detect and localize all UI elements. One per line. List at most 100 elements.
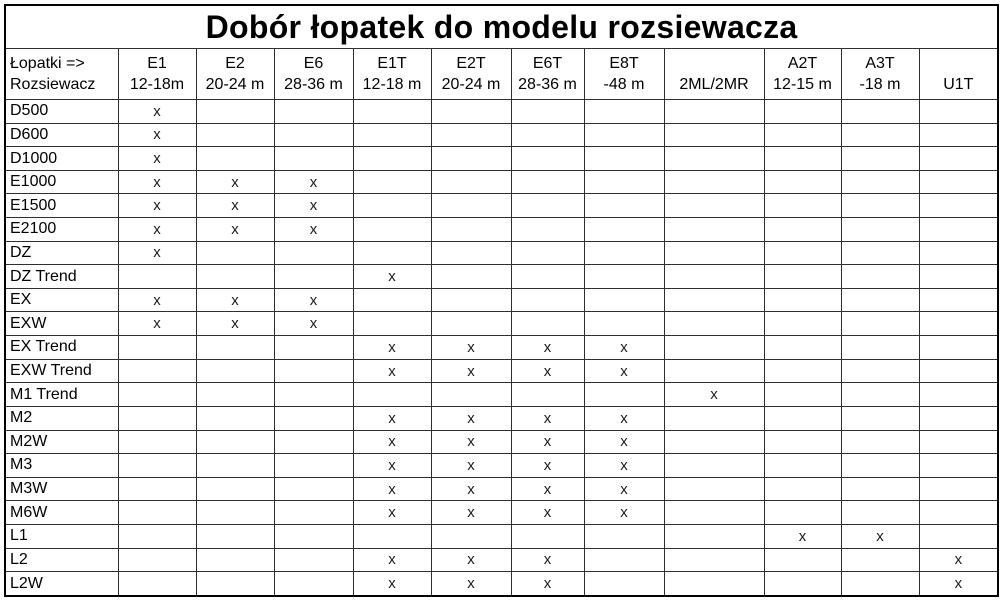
empty-cell	[918, 476, 999, 502]
empty-cell	[195, 476, 275, 502]
empty-cell	[663, 99, 765, 124]
empty-cell	[352, 287, 432, 313]
empty-cell	[918, 335, 999, 360]
column-header-line	[920, 53, 997, 74]
empty-cell	[663, 429, 765, 455]
mark-cell: x	[352, 335, 432, 360]
empty-cell	[583, 217, 665, 242]
table-row: EXW Trend x x x x	[4, 358, 999, 384]
empty-cell	[273, 264, 354, 289]
empty-cell	[430, 217, 512, 242]
column-header-line: A2T	[787, 55, 818, 72]
table-row: M2W x x x x	[4, 429, 999, 455]
mark-cell: x	[430, 358, 512, 384]
empty-cell	[918, 405, 999, 431]
empty-cell	[918, 382, 999, 407]
mark-cell: x	[117, 217, 197, 242]
empty-cell	[918, 122, 999, 148]
mark-cell: x	[918, 571, 999, 597]
empty-cell	[195, 405, 275, 431]
empty-cell	[918, 311, 999, 337]
row-label: M3W	[4, 476, 119, 502]
empty-cell	[273, 99, 354, 124]
empty-cell	[918, 500, 999, 525]
table-row: D500 x	[4, 99, 999, 124]
empty-cell	[430, 146, 512, 171]
empty-cell	[195, 264, 275, 289]
empty-cell	[273, 571, 354, 597]
empty-cell	[763, 146, 842, 171]
row-label: M6W	[4, 500, 119, 525]
empty-cell	[763, 382, 842, 407]
empty-cell	[663, 146, 765, 171]
empty-cell	[195, 240, 275, 266]
mark-cell: x	[352, 429, 432, 455]
empty-cell	[117, 358, 197, 384]
row-label: D600	[4, 122, 119, 148]
mark-cell: x	[583, 453, 665, 478]
empty-cell	[352, 193, 432, 219]
empty-cell	[583, 287, 665, 313]
empty-cell	[273, 382, 354, 407]
column-header-line: E1	[147, 55, 167, 72]
empty-cell	[510, 523, 585, 549]
empty-cell	[663, 358, 765, 384]
empty-cell	[430, 382, 512, 407]
mark-cell: x	[117, 287, 197, 313]
empty-cell	[840, 122, 920, 148]
mark-cell: x	[117, 169, 197, 195]
empty-cell	[763, 429, 842, 455]
mark-cell: x	[510, 358, 585, 384]
table-row: DZ Trend x	[4, 264, 999, 289]
empty-cell	[195, 358, 275, 384]
empty-cell	[430, 311, 512, 337]
empty-cell	[583, 122, 665, 148]
column-header-line: E8T	[609, 55, 639, 72]
row-label: EXW Trend	[4, 358, 119, 384]
empty-cell	[195, 571, 275, 597]
column-header-line: 12-18 m	[362, 76, 422, 93]
mark-cell: x	[273, 311, 354, 337]
empty-cell	[763, 311, 842, 337]
empty-cell	[273, 429, 354, 455]
mark-cell: x	[430, 500, 512, 525]
mark-cell: x	[352, 476, 432, 502]
empty-cell	[117, 547, 197, 573]
empty-cell	[273, 547, 354, 573]
empty-cell	[763, 264, 842, 289]
empty-cell	[352, 523, 432, 549]
table-row: M3W x x x x	[4, 476, 999, 502]
mark-cell: x	[117, 193, 197, 219]
mark-cell: x	[117, 311, 197, 337]
empty-cell	[195, 429, 275, 455]
empty-cell	[663, 311, 765, 337]
empty-cell	[763, 193, 842, 219]
corner-header-line2: Rozsiewacz	[10, 76, 96, 93]
empty-cell	[352, 382, 432, 407]
empty-cell	[663, 453, 765, 478]
empty-cell	[430, 264, 512, 289]
empty-cell	[510, 99, 585, 124]
empty-cell	[840, 547, 920, 573]
column-header-line: E6	[303, 55, 324, 72]
mark-cell: x	[430, 405, 512, 431]
mark-cell: x	[430, 571, 512, 597]
column-header-e6: E6 28-36 m	[273, 48, 354, 100]
mark-cell: x	[117, 122, 197, 148]
empty-cell	[583, 146, 665, 171]
column-header-e2t: E2T 20-24 m	[430, 48, 512, 100]
empty-cell	[510, 382, 585, 407]
empty-cell	[430, 122, 512, 148]
mark-cell: x	[117, 146, 197, 171]
empty-cell	[510, 287, 585, 313]
table-row: DZ x	[4, 240, 999, 266]
empty-cell	[273, 500, 354, 525]
empty-cell	[195, 335, 275, 360]
mark-cell: x	[352, 358, 432, 384]
empty-cell	[840, 453, 920, 478]
mark-cell: x	[195, 217, 275, 242]
empty-cell	[918, 453, 999, 478]
mark-cell: x	[510, 335, 585, 360]
column-header-a2t: A2T 12-15 m	[763, 48, 842, 100]
